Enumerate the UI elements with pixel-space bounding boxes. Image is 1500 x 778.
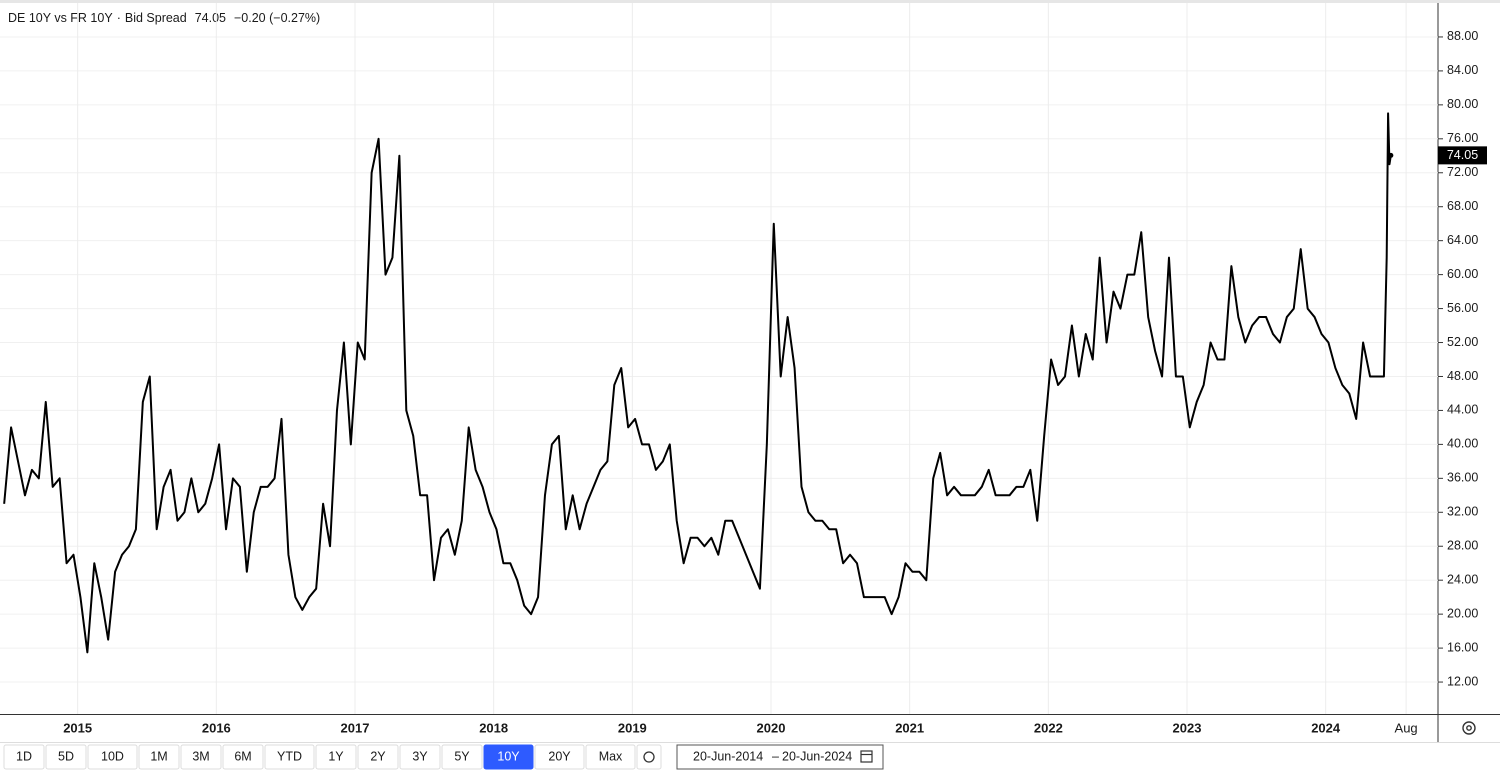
y-tick-label: 28.00 (1447, 539, 1478, 553)
x-tick-label: 2016 (202, 720, 231, 735)
settings-icon[interactable] (1462, 721, 1476, 735)
y-tick-label: 44.00 (1447, 403, 1478, 417)
range-button[interactable] (315, 744, 357, 770)
range-button-label[interactable]: 2Y (370, 749, 386, 763)
range-button[interactable] (441, 744, 483, 770)
x-tick-label: 2022 (1034, 720, 1063, 735)
y-tick-label: 48.00 (1447, 369, 1478, 383)
range-button[interactable] (87, 744, 138, 770)
range-button-label[interactable]: 3Y (412, 749, 428, 763)
data-line (3, 112, 1392, 654)
y-tick-label: 80.00 (1447, 97, 1478, 111)
x-tick-label: 2020 (757, 720, 786, 735)
x-tick-label: 2024 (1311, 720, 1341, 735)
toolbar: 1D 5D 10D 1M 3M 6M YTD 1Y 2Y 3Y 5Y 10Y 20Y Max 20-Jun-… (3, 744, 884, 770)
y-tick-label: 32.00 (1447, 505, 1478, 519)
range-button[interactable] (180, 744, 222, 770)
date-from: 20-Jun-2014 (693, 749, 763, 763)
range-button[interactable] (399, 744, 441, 770)
range-button-label[interactable]: 3M (192, 749, 209, 763)
range-button[interactable] (357, 744, 399, 770)
y-tick-label: 56.00 (1447, 301, 1478, 315)
range-button-label[interactable]: Max (599, 749, 623, 763)
chart-settings-button[interactable] (636, 744, 662, 770)
range-button-label[interactable]: 5Y (454, 749, 470, 763)
range-button[interactable] (483, 744, 534, 770)
calendar-icon[interactable] (860, 750, 873, 763)
chart-subtitle: Bid Spread (125, 11, 187, 25)
y-tick-label: 88.00 (1447, 29, 1478, 43)
x-tick-label: Aug (1395, 720, 1418, 735)
x-tick-label: 2023 (1173, 720, 1202, 735)
x-tick-label: 2017 (341, 720, 370, 735)
gear-inner (1466, 725, 1472, 731)
range-button[interactable] (3, 744, 45, 770)
date-separator: – (772, 749, 779, 763)
price-change: −0.20 (−0.27%) (234, 11, 320, 25)
y-tick-label: 68.00 (1447, 199, 1478, 213)
header: DE 10Y vs FR 10Y · Bid Spread 74.05 −0.20 (−… (8, 11, 320, 25)
range-button-label[interactable]: 6M (234, 749, 251, 763)
price-tag: 74.05 (1447, 148, 1478, 162)
last-point (1388, 152, 1394, 158)
y-tick-label: 12.00 (1447, 674, 1478, 688)
date-to: 20-Jun-2024 (782, 749, 852, 763)
date-range-box[interactable] (676, 744, 884, 770)
range-button[interactable] (534, 744, 585, 770)
x-tick-label: 2019 (618, 720, 647, 735)
range-button-label[interactable]: 10D (101, 749, 124, 763)
range-button[interactable] (45, 744, 87, 770)
range-button[interactable] (264, 744, 315, 770)
x-tick-label: 2021 (895, 720, 924, 735)
y-tick-label: 64.00 (1447, 233, 1478, 247)
last-price: 74.05 (195, 11, 226, 25)
range-button-label[interactable]: YTD (277, 749, 302, 763)
range-button-label[interactable]: 1Y (328, 749, 344, 763)
range-button-label[interactable]: 5D (58, 749, 74, 763)
range-button[interactable] (138, 744, 180, 770)
y-tick-label: 16.00 (1447, 640, 1478, 654)
price-tag-bg (1438, 146, 1487, 165)
range-button[interactable] (222, 744, 264, 770)
range-button-label[interactable]: 10Y (497, 749, 520, 763)
range-button-label[interactable]: 20Y (548, 749, 571, 763)
y-tick-label: 20.00 (1447, 606, 1478, 620)
y-tick-label: 36.00 (1447, 471, 1478, 485)
y-tick-label: 72.00 (1447, 165, 1478, 179)
y-tick-label: 52.00 (1447, 335, 1478, 349)
range-button[interactable] (585, 744, 636, 770)
y-tick-label: 24.00 (1447, 572, 1478, 586)
top-border (0, 0, 1500, 3)
dot: · (117, 11, 121, 25)
x-tick-label: 2015 (63, 720, 92, 735)
y-tick-label: 60.00 (1447, 267, 1478, 281)
y-tick-label: 76.00 (1447, 131, 1478, 145)
gear-outer (1462, 721, 1476, 735)
y-tick-label: 84.00 (1447, 63, 1478, 77)
gear-icon (643, 751, 655, 763)
x-tick-label: 2018 (479, 720, 508, 735)
range-button-label[interactable]: 1M (150, 749, 167, 763)
range-button-label[interactable]: 1D (16, 749, 32, 763)
y-tick-label: 40.00 (1447, 437, 1478, 451)
chart-title: DE 10Y vs FR 10Y (8, 11, 113, 25)
